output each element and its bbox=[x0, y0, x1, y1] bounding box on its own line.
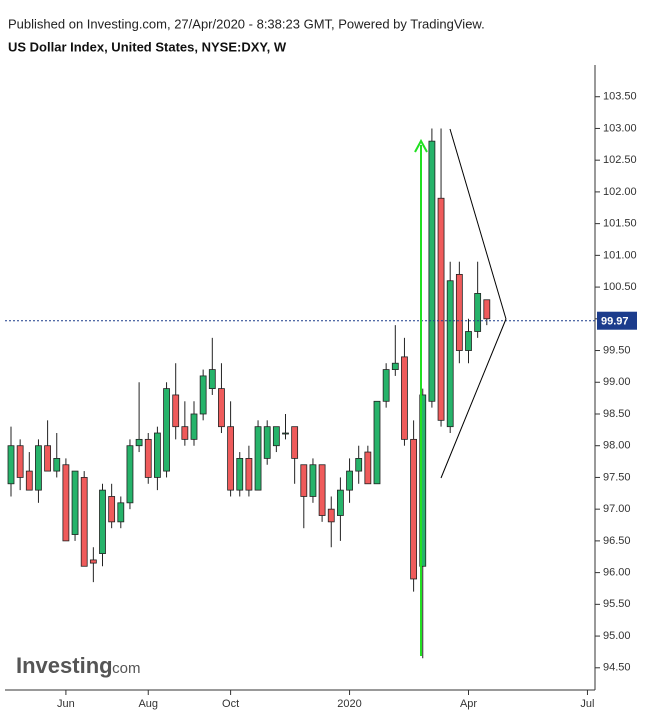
candle-body bbox=[71, 470, 79, 535]
candle-body bbox=[364, 451, 372, 485]
last-price-box bbox=[597, 311, 637, 330]
candle-body bbox=[144, 438, 152, 478]
candle-body bbox=[181, 426, 189, 440]
candle-body bbox=[89, 559, 97, 564]
last-price-label: 99.97 bbox=[601, 316, 629, 328]
candle-body bbox=[218, 388, 225, 428]
candle-body bbox=[117, 502, 125, 523]
candle-body bbox=[236, 458, 244, 491]
candle-body bbox=[272, 426, 280, 447]
y-tick-label: 94.50 bbox=[603, 662, 631, 674]
watermark-suffix: .com bbox=[108, 660, 141, 677]
candle-body bbox=[163, 388, 170, 472]
candle-body bbox=[35, 445, 42, 491]
candle-body bbox=[300, 464, 308, 497]
candle-body bbox=[263, 426, 271, 459]
y-tick-label: 96.50 bbox=[603, 535, 631, 547]
subtitle: Published on Investing.com, 27/Apr/2020 … bbox=[8, 16, 485, 31]
candle-body bbox=[327, 508, 335, 523]
x-tick-label: Jun bbox=[57, 698, 75, 710]
candle-body bbox=[437, 197, 445, 421]
y-tick-label: 99.50 bbox=[603, 344, 631, 356]
candle-body bbox=[391, 362, 399, 370]
y-tick-label: 102.00 bbox=[603, 186, 637, 198]
candle-body bbox=[419, 394, 427, 567]
candle-body bbox=[483, 299, 491, 320]
candle-body bbox=[80, 477, 88, 567]
pennant-line bbox=[449, 128, 507, 320]
candle-body bbox=[153, 432, 161, 478]
candle-body bbox=[355, 458, 363, 472]
y-tick-label: 102.50 bbox=[603, 154, 637, 166]
candle-body bbox=[25, 470, 33, 491]
candle-body bbox=[455, 273, 463, 351]
x-tick-label: Jul bbox=[580, 698, 594, 710]
candle-body bbox=[245, 458, 253, 491]
chart-title: US Dollar Index, United States, NYSE:DXY… bbox=[8, 39, 287, 54]
candle-body bbox=[346, 470, 353, 491]
candle-body bbox=[199, 375, 207, 415]
candle-body bbox=[382, 369, 390, 402]
candle-body bbox=[410, 438, 418, 580]
candle-body bbox=[446, 280, 454, 428]
y-tick-label: 103.00 bbox=[603, 122, 637, 134]
candle-body bbox=[172, 394, 180, 428]
y-tick-label: 103.50 bbox=[603, 91, 637, 103]
candle-body bbox=[126, 445, 134, 504]
plot-area: 94.50 95.00 95.50 96.00 96.50 97.00 97.50 98.00… bbox=[5, 65, 637, 710]
arrow-head bbox=[414, 138, 428, 153]
candle-body bbox=[465, 331, 472, 351]
candle-body bbox=[291, 426, 299, 459]
y-tick-label: 95.50 bbox=[603, 598, 631, 610]
candle-body bbox=[99, 489, 106, 554]
y-tick-label: 101.00 bbox=[603, 249, 637, 261]
candle-body bbox=[428, 140, 436, 402]
y-tick-label: 99.00 bbox=[603, 376, 631, 388]
candle-body bbox=[373, 400, 381, 485]
candle-body bbox=[208, 369, 216, 390]
y-tick-label: 101.50 bbox=[603, 218, 637, 230]
candle-body bbox=[108, 496, 116, 523]
candle-body bbox=[190, 413, 198, 440]
y-tick-label: 100.50 bbox=[603, 281, 637, 293]
y-tick-label: 96.00 bbox=[603, 567, 631, 579]
y-tick-label: 98.00 bbox=[603, 440, 631, 452]
x-tick-label: Oct bbox=[222, 698, 239, 710]
y-tick-label: 97.00 bbox=[603, 503, 631, 515]
candle-body bbox=[336, 489, 344, 516]
candle-body bbox=[135, 438, 143, 447]
x-tick-label: 2020 bbox=[337, 698, 361, 710]
candle-body bbox=[16, 445, 24, 478]
candle-body bbox=[62, 464, 70, 542]
x-tick-label: Apr bbox=[460, 698, 477, 710]
x-tick-label: Aug bbox=[138, 698, 158, 710]
candle-body bbox=[254, 426, 262, 491]
candle-body bbox=[53, 458, 61, 472]
y-tick-label: 95.00 bbox=[603, 630, 631, 642]
candle-body bbox=[282, 432, 289, 435]
candle-body bbox=[7, 445, 15, 485]
candle-body bbox=[44, 445, 51, 472]
candle-body bbox=[309, 464, 317, 497]
pennant-line bbox=[440, 318, 507, 479]
y-tick-label: 98.50 bbox=[603, 408, 631, 420]
watermark: Investing bbox=[16, 653, 113, 678]
candle-body bbox=[474, 293, 482, 332]
y-tick-label: 97.50 bbox=[603, 471, 631, 483]
candle-body bbox=[401, 356, 408, 440]
candle-body bbox=[227, 426, 235, 491]
candle-body bbox=[318, 464, 326, 516]
